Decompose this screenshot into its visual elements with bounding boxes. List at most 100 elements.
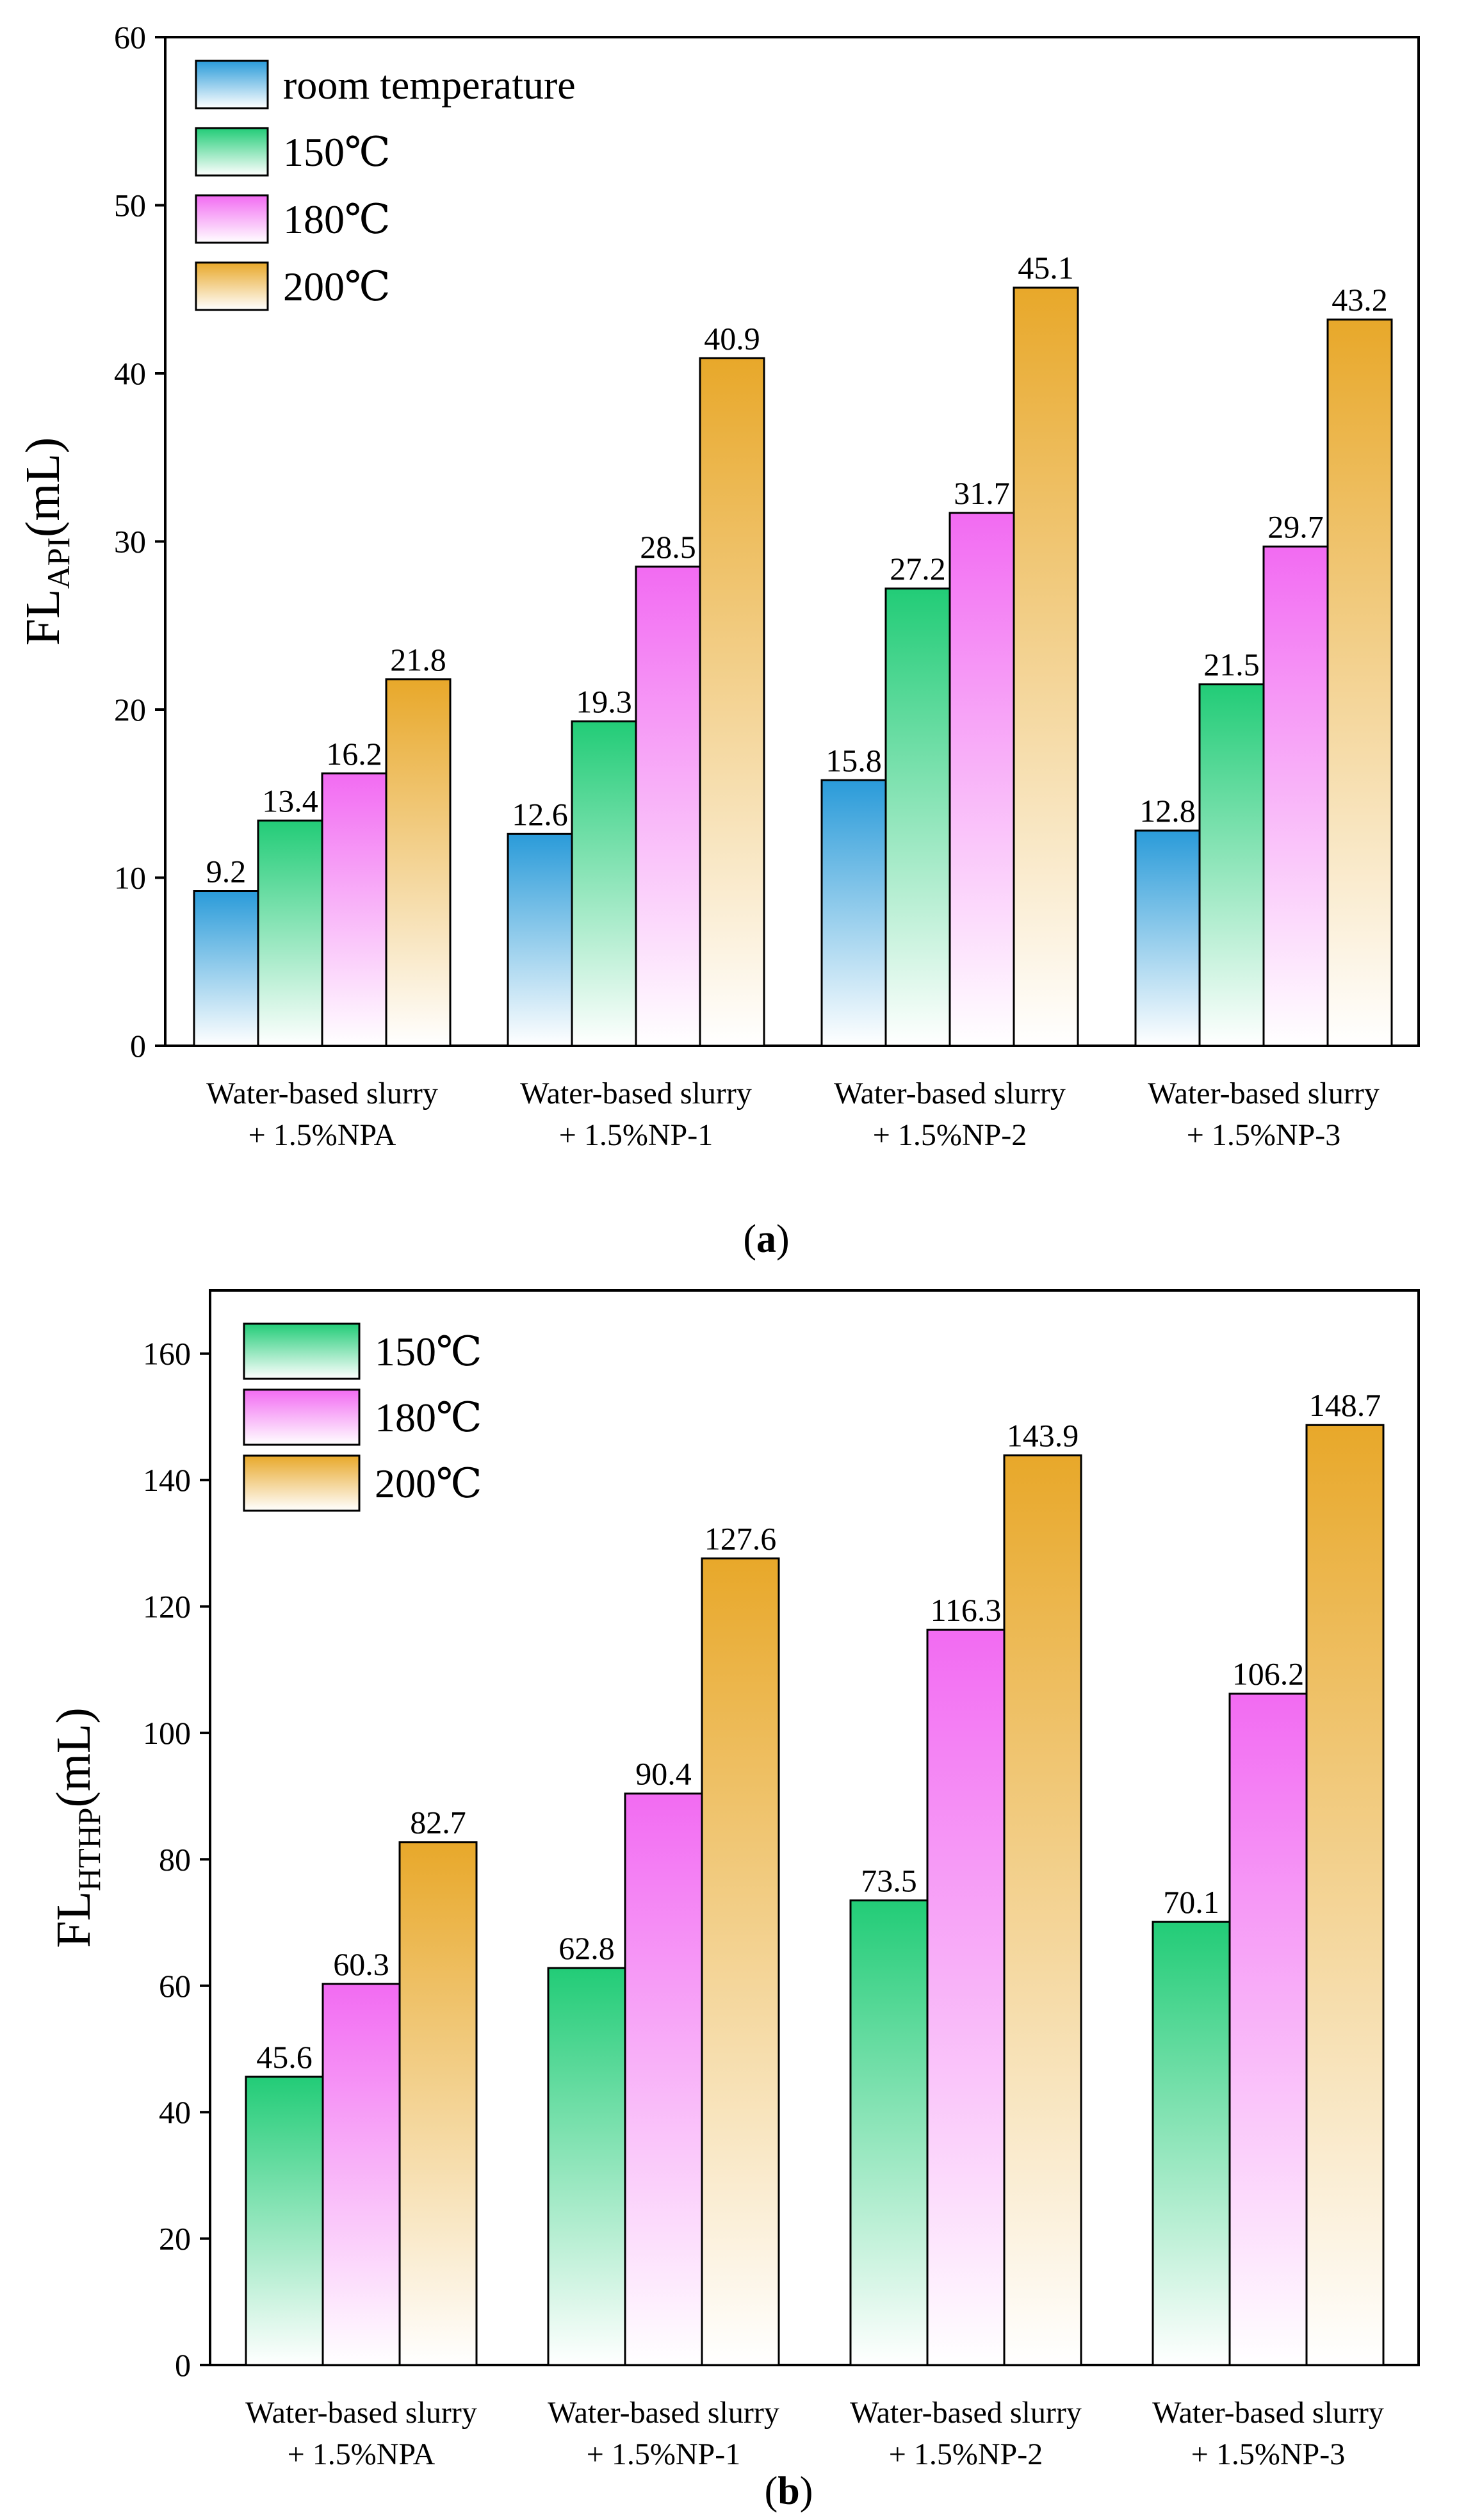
panel-b-legend-label: 150℃ [375, 1329, 482, 1374]
panel-a-bar-150-4 [1198, 683, 1265, 1047]
panel-a-x-category-label: Water-based slurry [834, 1077, 1066, 1110]
panel-a-data-label: 28.5 [640, 529, 696, 565]
panel-a-data-label: 12.6 [512, 796, 568, 832]
panel-b-x-category-label-sub: + 1.5%NPA [288, 2437, 436, 2471]
panel-a-bar-180-2 [635, 565, 701, 1047]
panel-a-x-category-label-sub: + 1.5%NP-3 [1187, 1118, 1340, 1152]
panel-a-legend-label: 150℃ [283, 129, 391, 175]
panel-b-data-label: 90.4 [635, 1756, 692, 1792]
panel-b-legend-swatch-180 [243, 1388, 361, 1446]
chart-panel-a: 0 10 20 30 40 50 60 9.2 13.416.2 21.8 Water-based … [16, 19, 1420, 1261]
panel-b-data-label: 106.2 [1232, 1656, 1305, 1692]
panel-a-data-label: 12.8 [1139, 793, 1196, 829]
panel-b-data-label: 62.8 [558, 1930, 615, 1966]
panel-b-data-label: 127.6 [704, 1521, 777, 1557]
panel-a-x-category-label: Water-based slurry [1148, 1077, 1380, 1110]
panel-b-y-tick-label: 60 [159, 1968, 191, 2004]
panel-b-bar-180-1 [322, 1983, 401, 2366]
panel-b-data-label: 73.5 [861, 1863, 917, 1899]
panel-a-legend-label: room temperature [283, 62, 576, 108]
panel-a-bar-room-temperature-1 [193, 890, 259, 1047]
panel-a-bar-room-temperature-4 [1134, 829, 1201, 1047]
panel-b-x-category-label: Water-based slurry [245, 2396, 477, 2430]
panel-a-y-tick-label: 50 [114, 188, 146, 224]
panel-b-y-tick-label: 100 [143, 1715, 191, 1751]
panel-a-bar-150-2 [571, 720, 637, 1047]
panel-a-legend-label: 180℃ [283, 197, 391, 242]
panel-a-data-label: 15.8 [826, 742, 882, 778]
panel-b-data-label: 70.1 [1163, 1884, 1219, 1920]
panel-b-y-axis-title: FLHTHP(mL) [47, 1707, 107, 1947]
panel-a-data-label: 27.2 [890, 551, 946, 587]
panel-b-legend-label: 180℃ [375, 1395, 482, 1440]
panel-b-bar-150-4 [1152, 1921, 1231, 2366]
panel-a-bar-180-4 [1262, 545, 1329, 1047]
panel-b-x-category-label-sub: + 1.5%NP-2 [889, 2437, 1043, 2471]
panel-a-legend-swatch-180 [195, 194, 269, 244]
panel-b-x-category-label-sub: + 1.5%NP-1 [587, 2437, 740, 2471]
panel-a-y-tick-label: 60 [114, 19, 146, 55]
panel-a-bar-180-3 [949, 512, 1015, 1047]
panel-a-y-tick-label: 30 [114, 524, 146, 560]
panel-a-legend-swatch-150 [195, 127, 269, 177]
panel-a-y-tick-label: 10 [114, 860, 146, 896]
panel-a-y-tick-label: 20 [114, 692, 146, 728]
panel-b-bar-180-3 [926, 1629, 1006, 2366]
panel-b-y-tick-label: 20 [159, 2221, 191, 2257]
panel-b-y-tick-label: 40 [159, 2094, 191, 2130]
panel-b-data-label: 45.6 [256, 2039, 313, 2075]
panel-b-data-label: 116.3 [931, 1592, 1002, 1628]
chart-panel-b: 0 20 40 60 80 100 120 140 160 45.6 60.3 82.7 Water-b… [47, 1289, 1420, 2513]
panel-a-data-label: 13.4 [262, 783, 318, 818]
panel-a-x-category-label: Water-based slurry [520, 1077, 752, 1110]
panel-b-bar-200-2 [701, 1557, 780, 2366]
panel-a-bar-200-3 [1013, 286, 1079, 1047]
panel-a-data-label: 21.5 [1203, 647, 1260, 683]
panel-b-y-tick-label: 80 [159, 1841, 191, 1877]
panel-a-bar-200-4 [1326, 318, 1393, 1047]
panel-b-bar-150-3 [849, 1899, 929, 2366]
panel-a-data-label: 9.2 [206, 854, 247, 890]
panel-a-legend-swatch-room-temperature [195, 60, 269, 110]
panel-a-data-label: 31.7 [954, 475, 1010, 511]
panel-a-bar-150-3 [884, 587, 951, 1047]
panel-b-data-label: 143.9 [1007, 1418, 1079, 1454]
panel-a-y-tick-label: 40 [114, 355, 146, 391]
panel-b-caption: (b) [765, 2469, 813, 2513]
panel-a-bar-200-1 [385, 678, 452, 1047]
panel-a-y-tick-label: 0 [130, 1028, 146, 1064]
panel-b-bar-150-2 [547, 1967, 626, 2366]
panel-a-data-label: 43.2 [1332, 282, 1388, 318]
panel-a-data-label: 40.9 [704, 320, 760, 356]
panel-a-data-label: 21.8 [390, 642, 446, 678]
panel-b-bar-200-1 [398, 1841, 478, 2366]
panel-a-bar-room-temperature-3 [820, 779, 887, 1047]
panel-b-y-tick-label: 140 [143, 1462, 191, 1498]
panel-a-data-label: 45.1 [1018, 250, 1074, 286]
panel-a-data-label: 16.2 [326, 736, 382, 772]
panel-b-x-category-label: Water-based slurry [1152, 2396, 1384, 2430]
panel-a-data-label: 19.3 [576, 683, 632, 719]
panel-b-data-label: 60.3 [333, 1946, 389, 1982]
panel-a-data-label: 29.7 [1267, 508, 1324, 544]
panel-a-legend-label: 200℃ [283, 264, 391, 309]
panel-b-y-tick-label: 160 [143, 1336, 191, 1372]
panel-a-x-category-label-sub: + 1.5%NP-2 [873, 1118, 1027, 1152]
panel-a-bar-room-temperature-2 [507, 833, 573, 1047]
panel-a-caption: (a) [743, 1217, 789, 1261]
panel-b-bar-200-3 [1003, 1454, 1082, 2366]
panel-b-data-label: 82.7 [410, 1805, 466, 1841]
panel-b-plot-frame [209, 1289, 1420, 2366]
panel-b-bar-180-2 [624, 1792, 703, 2366]
panel-b-x-category-label: Water-based slurry [548, 2396, 779, 2430]
panel-a-bar-200-2 [699, 357, 765, 1047]
panel-a-y-axis-title: FLAPI(mL) [16, 437, 76, 646]
panel-b-x-category-label-sub: + 1.5%NP-3 [1191, 2437, 1345, 2471]
panel-b-bar-180-4 [1228, 1693, 1308, 2366]
panel-b-legend-label: 200℃ [375, 1461, 482, 1506]
panel-b-bar-200-4 [1305, 1424, 1385, 2366]
panel-b-legend-swatch-150 [243, 1322, 361, 1380]
panel-b-legend-swatch-200 [243, 1454, 361, 1512]
panel-a-x-category-label: Water-based slurry [206, 1077, 438, 1110]
